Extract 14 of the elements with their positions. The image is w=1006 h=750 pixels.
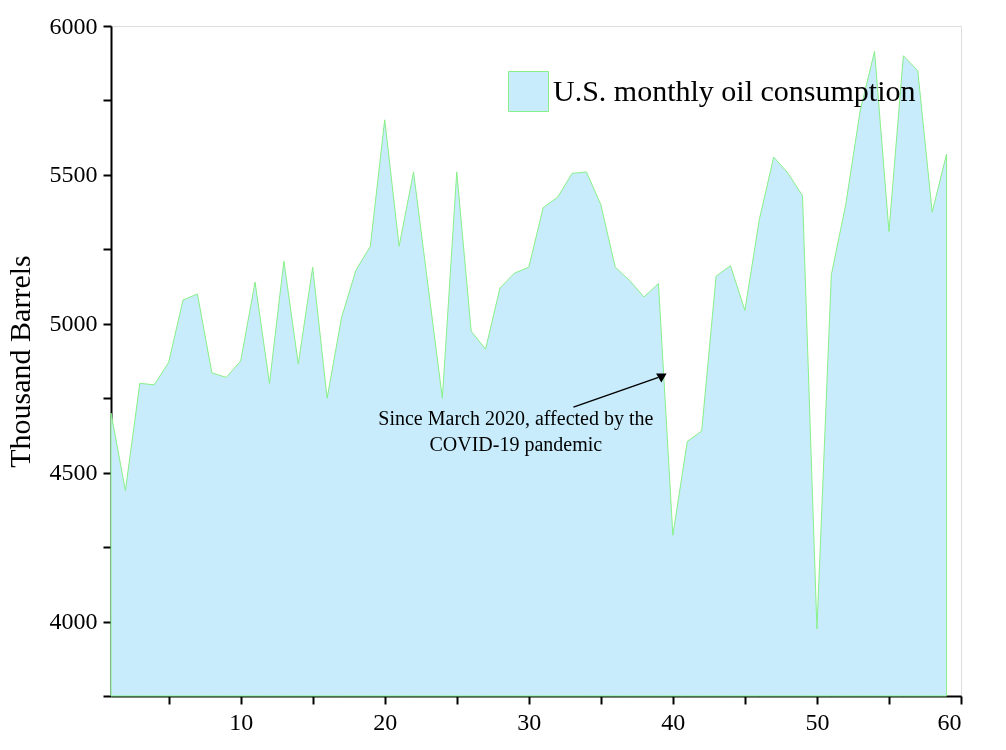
- x-tick-label: 20: [373, 708, 398, 735]
- x-tick-label: 40: [661, 708, 686, 735]
- y-tick-label: 5000: [49, 310, 98, 337]
- y-axis-title: Thousand Barrels: [2, 255, 36, 468]
- x-tick-label: 10: [229, 708, 254, 735]
- x-tick-label: 60: [937, 708, 962, 735]
- annotation: Since March 2020, affected by the COVID-19 pandemic: [378, 407, 654, 457]
- y-tick-label: 4500: [49, 459, 98, 486]
- y-tick-label: 5500: [49, 161, 98, 188]
- legend-label: U.S. monthly oil consumption: [553, 73, 916, 107]
- x-tick-label: 50: [805, 708, 830, 735]
- x-tick-label: 30: [517, 708, 542, 735]
- y-tick-label: 4000: [49, 608, 98, 635]
- y-tick-label: 6000: [49, 12, 98, 39]
